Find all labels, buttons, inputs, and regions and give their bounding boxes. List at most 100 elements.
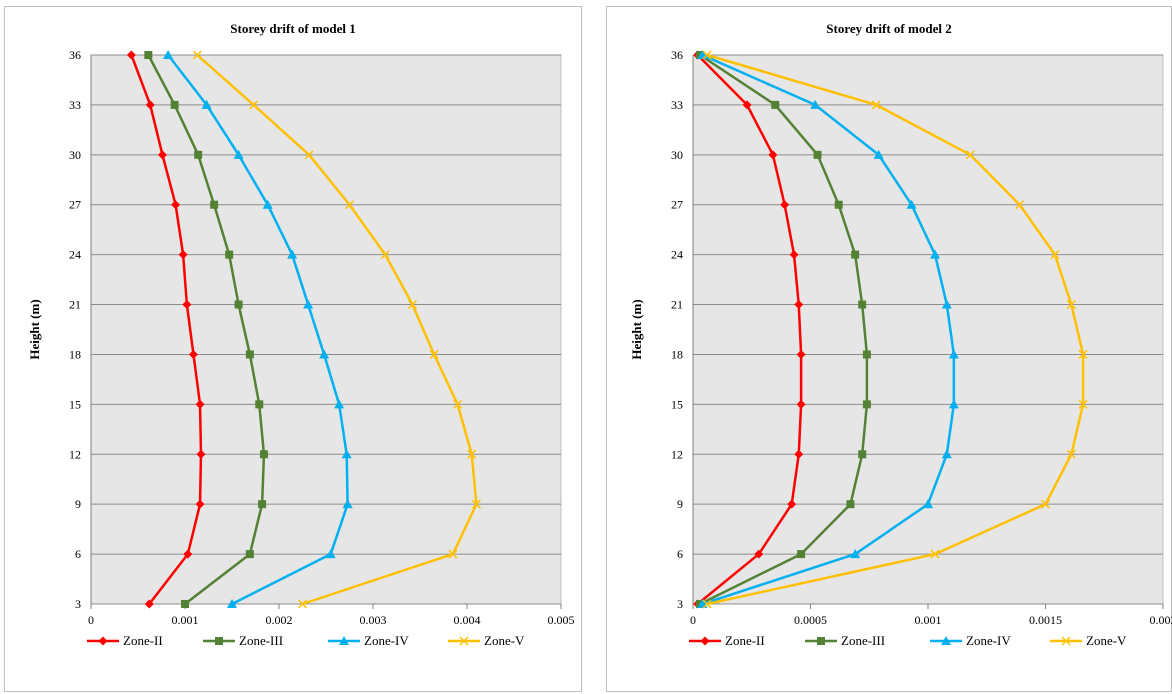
series-line: [167, 54, 349, 606]
square-marker: [813, 150, 822, 159]
diamond-marker: [794, 449, 804, 459]
y-tick-label: 24: [69, 248, 81, 262]
diamond-marker: [145, 100, 155, 110]
series-line: [196, 54, 478, 606]
x-marker: [1040, 499, 1051, 509]
diamond-marker: [789, 250, 799, 260]
x-tick-label: 0.0015: [1029, 613, 1062, 627]
x-marker: [1078, 399, 1088, 409]
series-zone-ii: [126, 50, 206, 609]
square-marker: [245, 550, 254, 559]
x-tick-label: 0.005: [548, 613, 575, 627]
x-marker: [448, 549, 458, 559]
legend-label: Zone-II: [123, 633, 163, 648]
diamond-marker: [796, 349, 806, 359]
triangle-marker: [948, 399, 959, 409]
triangle-marker: [906, 199, 917, 209]
y-tick-label: 18: [671, 347, 683, 361]
square-marker: [215, 637, 223, 645]
legend-item: Zone-III: [203, 633, 283, 648]
square-marker: [245, 350, 254, 359]
x-tick-label: 0.001: [172, 613, 199, 627]
triangle-marker: [873, 149, 884, 159]
y-tick-label: 27: [69, 198, 81, 212]
legend-item: Zone-V: [1050, 633, 1127, 648]
y-tick-label: 12: [671, 447, 683, 461]
square-marker: [858, 450, 867, 459]
triangle-marker: [325, 549, 336, 559]
series-line: [701, 53, 956, 606]
square-marker: [170, 100, 179, 109]
x-marker: [1061, 636, 1071, 646]
series-line: [706, 53, 1085, 606]
triangle-marker: [341, 449, 352, 459]
x-marker: [702, 599, 712, 609]
triangle-marker: [810, 99, 821, 109]
square-marker: [259, 450, 268, 459]
x-tick-label: 0.003: [360, 613, 387, 627]
legend-item: Zone-IV: [930, 633, 1011, 648]
y-tick-label: 24: [671, 248, 683, 262]
square-marker: [834, 200, 843, 209]
legend-item: Zone-III: [805, 633, 885, 648]
square-marker: [234, 300, 243, 309]
x-marker: [1015, 200, 1025, 210]
square-marker: [846, 500, 855, 509]
x-tick-label: 0.002: [266, 613, 293, 627]
diamond-marker: [157, 150, 167, 160]
series-zone-iv: [697, 50, 959, 608]
y-tick-label: 9: [75, 497, 81, 511]
legend-item: Zone-II: [87, 633, 163, 648]
y-tick-label: 33: [671, 98, 683, 112]
y-tick-label: 15: [671, 397, 683, 411]
triangle-marker: [923, 499, 933, 509]
y-tick-label: 30: [69, 148, 81, 162]
x-marker: [429, 349, 439, 359]
diamond-marker: [754, 549, 764, 559]
triangle-marker: [850, 549, 861, 559]
legend-item: Zone-II: [689, 633, 765, 648]
legend-label: Zone-IV: [966, 633, 1011, 648]
x-marker: [930, 549, 940, 559]
diamond-marker: [182, 300, 192, 310]
y-tick-label: 21: [671, 298, 683, 312]
triangle-marker: [303, 299, 314, 309]
y-tick-label: 12: [69, 447, 81, 461]
y-axis-title: Height (m): [629, 299, 644, 359]
y-tick-label: 9: [677, 497, 683, 511]
triangle-marker: [233, 149, 244, 159]
legend: Zone-II Zone-III Zone-IV Zone-V: [689, 633, 1127, 648]
legend-label: Zone-III: [841, 633, 885, 648]
series-zone-iv: [163, 50, 353, 608]
legend-item: Zone-V: [448, 633, 525, 648]
x-marker: [249, 100, 259, 110]
series-line: [130, 54, 203, 605]
square-marker: [862, 400, 871, 409]
square-marker: [862, 350, 871, 359]
plot-area: [692, 54, 1164, 605]
legend-label: Zone-V: [484, 633, 525, 648]
x-marker: [453, 399, 463, 409]
x-marker: [1078, 349, 1088, 359]
y-tick-label: 36: [671, 48, 683, 62]
triangle-marker: [941, 449, 952, 459]
diamond-marker: [195, 399, 205, 409]
x-tick-label: 0: [690, 613, 696, 627]
x-tick-label: 0.004: [454, 613, 481, 627]
x-marker: [407, 300, 418, 310]
x-marker: [702, 50, 712, 60]
square-marker: [771, 100, 780, 109]
x-marker: [467, 449, 477, 459]
square-marker: [817, 637, 825, 645]
triangle-marker: [227, 599, 237, 608]
triangle-marker: [319, 349, 330, 359]
legend-label: Zone-III: [239, 633, 283, 648]
triangle-marker: [262, 199, 273, 209]
diamond-marker: [700, 636, 710, 646]
plot-area: [90, 54, 562, 605]
chart-panel-model-2: Storey drift of model 2 3 6 9 12 15 18 21 24 27 3…: [606, 6, 1172, 692]
x-marker: [380, 250, 390, 260]
x-marker: [304, 150, 314, 160]
triangle-marker: [941, 299, 952, 309]
